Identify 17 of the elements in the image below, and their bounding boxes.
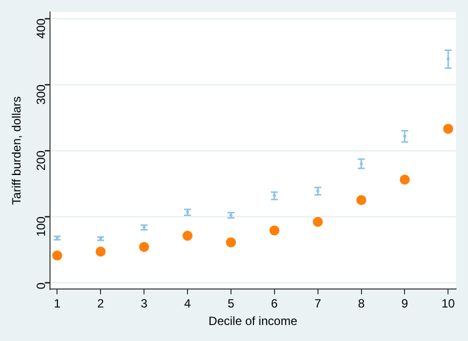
y-axis-title: Tariff burden, dollars (10, 96, 24, 205)
x-tick-label: 7 (314, 296, 322, 311)
x-tick-label: 2 (97, 296, 104, 311)
y-tick-label: 300 (34, 84, 48, 105)
x-tick-label: 3 (140, 296, 148, 311)
y-tick-label: 200 (34, 150, 48, 171)
x-tick-label: 9 (401, 296, 408, 311)
x-tick-label: 4 (184, 296, 192, 311)
x-axis-title: Decile of income (208, 314, 298, 328)
x-tick-label: 6 (271, 296, 278, 311)
x-tick-label: 10 (442, 296, 456, 311)
x-tick-label: 5 (228, 296, 235, 311)
y-tick-label: 400 (34, 18, 48, 39)
y-tick-label: 0 (34, 282, 48, 290)
y-tick-label: 100 (34, 216, 48, 237)
x-tick-label: 1 (54, 296, 61, 311)
x-tick-label: 8 (358, 296, 365, 311)
